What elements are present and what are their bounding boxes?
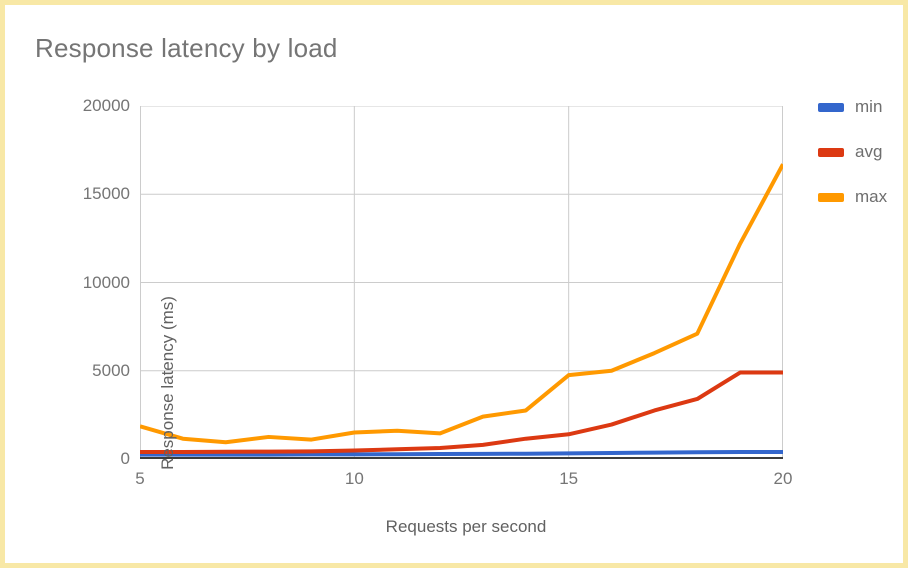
y-tick-label: 15000 <box>82 184 130 204</box>
legend-swatch-icon <box>818 147 844 157</box>
x-tick-label: 15 <box>559 469 579 488</box>
legend-label: avg <box>855 142 883 161</box>
series-line-avg <box>140 370 783 454</box>
legend-item-max: max <box>818 187 888 206</box>
x-tick-label: 5 <box>135 469 145 488</box>
legend-swatch-icon <box>818 102 844 112</box>
legend-item-avg: avg <box>818 142 887 161</box>
series-line-max <box>140 163 783 445</box>
y-tick-label: 20000 <box>82 96 130 115</box>
legend-item-min: min <box>818 97 887 116</box>
x-tick-label: 20 <box>773 469 793 488</box>
chart-title: Response latency by load <box>35 33 338 63</box>
legend: min avg max <box>818 97 888 206</box>
legend-label: min <box>855 97 883 116</box>
x-axis-title: Requests per second <box>385 517 547 536</box>
series-line-min <box>140 449 783 457</box>
y-tick-label: 5000 <box>92 360 130 380</box>
line-chart <box>140 106 783 459</box>
y-tick-label: 10000 <box>82 272 130 292</box>
plot-area: Response latency (ms) <box>140 106 783 470</box>
legend-label: max <box>855 187 888 206</box>
x-tick-label: 10 <box>344 469 364 488</box>
legend-swatch-icon <box>818 192 844 202</box>
y-tick-label: 0 <box>120 449 130 468</box>
